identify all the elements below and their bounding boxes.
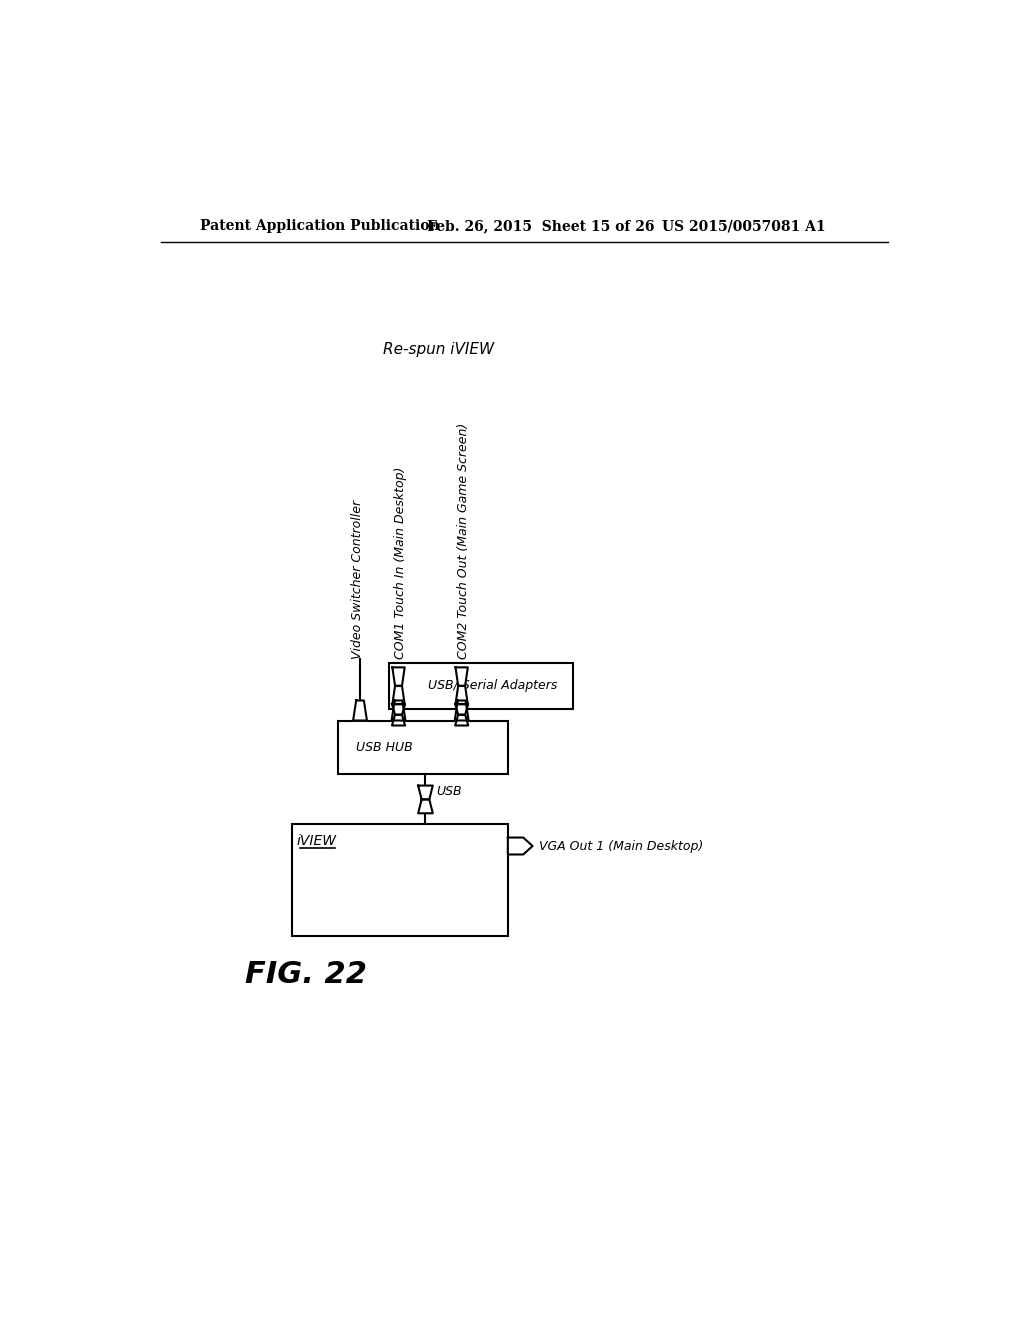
Text: USB: USB bbox=[436, 785, 462, 799]
Polygon shape bbox=[418, 785, 433, 800]
Polygon shape bbox=[418, 800, 433, 813]
Text: Re-spun iVIEW: Re-spun iVIEW bbox=[383, 342, 495, 356]
Polygon shape bbox=[456, 686, 468, 705]
Text: COM1 Touch In (Main Desktop): COM1 Touch In (Main Desktop) bbox=[393, 466, 407, 659]
Polygon shape bbox=[392, 668, 404, 686]
Polygon shape bbox=[353, 701, 367, 721]
Bar bbox=[388, 663, 573, 709]
Text: COM2 Touch Out (Main Game Screen): COM2 Touch Out (Main Game Screen) bbox=[457, 422, 470, 659]
Polygon shape bbox=[392, 714, 406, 726]
Polygon shape bbox=[392, 686, 404, 705]
Text: US 2015/0057081 A1: US 2015/0057081 A1 bbox=[662, 219, 825, 234]
Polygon shape bbox=[455, 701, 469, 721]
Polygon shape bbox=[456, 668, 468, 686]
Bar bbox=[339, 721, 508, 775]
Text: USB HUB: USB HUB bbox=[356, 741, 413, 754]
Text: VGA Out 1 (Main Desktop): VGA Out 1 (Main Desktop) bbox=[539, 840, 703, 853]
Polygon shape bbox=[392, 704, 406, 714]
Polygon shape bbox=[455, 714, 468, 726]
Text: USB/ Serial Adapters: USB/ Serial Adapters bbox=[428, 680, 557, 693]
Text: Patent Application Publication: Patent Application Publication bbox=[200, 219, 439, 234]
Text: Video Switcher Controller: Video Switcher Controller bbox=[351, 500, 365, 659]
Polygon shape bbox=[391, 701, 406, 721]
Text: FIG. 22: FIG. 22 bbox=[245, 960, 367, 989]
Polygon shape bbox=[455, 704, 468, 714]
Text: iVIEW: iVIEW bbox=[297, 834, 337, 849]
Polygon shape bbox=[508, 837, 532, 854]
Text: Feb. 26, 2015  Sheet 15 of 26: Feb. 26, 2015 Sheet 15 of 26 bbox=[427, 219, 654, 234]
Bar bbox=[292, 825, 508, 936]
